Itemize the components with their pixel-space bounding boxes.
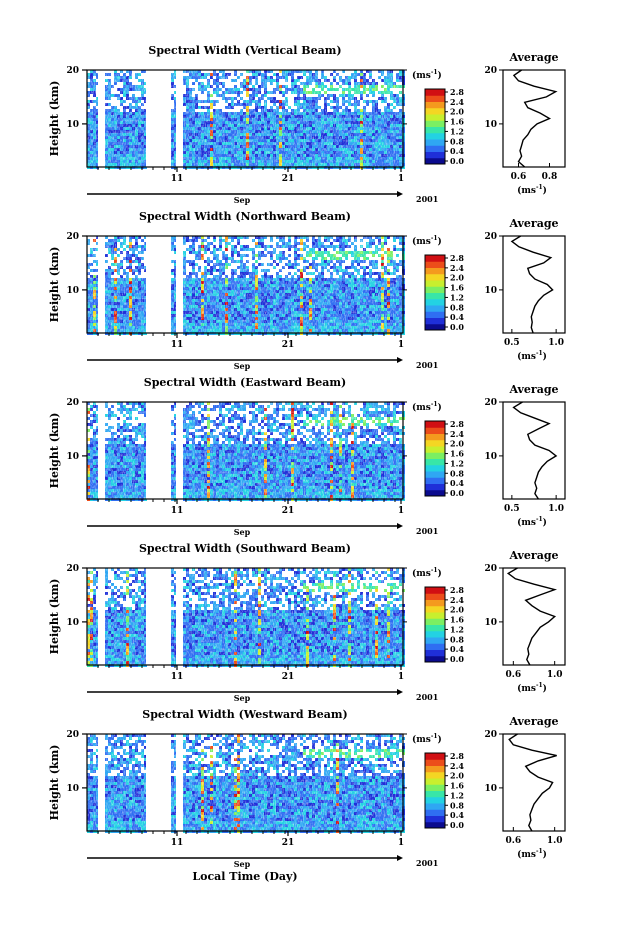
- colorbar-segment: [425, 120, 445, 127]
- panel-1: Spectral Width (Vertical Beam) 20 10 Height…: [48, 44, 566, 205]
- panel-2: Spectral Width (Northward Beam)2010Heigh…: [48, 210, 566, 371]
- colorbar-segment: [425, 151, 445, 159]
- colorbar-segment: [425, 139, 445, 146]
- colorbar-tick-label: 1.6: [450, 117, 464, 127]
- colorbar-tick-label: 0.4: [450, 146, 464, 156]
- colorbar-segment: [425, 95, 445, 102]
- profile-line: [512, 69, 558, 168]
- colorbar-unit: (ms-1): [412, 69, 442, 81]
- x-tick-label: 21: [282, 174, 295, 184]
- profile-y-tick-label: 10: [484, 120, 497, 130]
- profile-x-tick-label: 0.6: [511, 172, 527, 182]
- month-label: Sep: [234, 195, 251, 205]
- month-axis-arrow: [397, 191, 403, 197]
- colorbar-segment: [425, 114, 445, 121]
- colorbar-tick-label: 0.8: [450, 136, 464, 146]
- data-gap: [176, 70, 181, 167]
- y-tick-label: 10: [66, 120, 79, 130]
- speckle-overlay: [87, 70, 403, 167]
- profile-frame: [502, 69, 566, 168]
- colorbar-tick-label: 0.0: [450, 156, 464, 166]
- y-tick-label: 20: [66, 66, 79, 76]
- panel-title: Spectral Width (Northward Beam): [139, 210, 351, 223]
- data-gap: [98, 70, 103, 167]
- colorbar-tick-label: 1.2: [450, 126, 464, 136]
- y-axis-label: Height (km): [48, 81, 61, 157]
- colorbar-segment: [425, 107, 445, 115]
- colorbar-segment: [425, 101, 445, 109]
- colorbar-tick-label: 2.0: [450, 107, 464, 117]
- colorbar-segment: [425, 126, 445, 134]
- profile-x-axis-label: (ms-1): [517, 184, 547, 196]
- profile-title: Average: [508, 51, 558, 64]
- panel-title: Spectral Width (Vertical Beam): [148, 44, 341, 57]
- x-tick-label: 1: [398, 174, 404, 184]
- profile-x-tick-label: 0.8: [542, 172, 558, 182]
- colorbar-segment: [425, 145, 445, 152]
- x-tick-label: 11: [171, 174, 184, 184]
- data-gap: [146, 70, 170, 167]
- year-label: 2001: [416, 194, 438, 204]
- profile-y-tick-label: 20: [484, 66, 497, 76]
- colorbar-tick-label: 2.8: [450, 87, 464, 97]
- colorbar-segment: [425, 89, 445, 96]
- colorbar-tick-label: 2.4: [450, 97, 464, 107]
- colorbar-segment: [425, 157, 445, 165]
- colorbar-segment: [425, 132, 445, 140]
